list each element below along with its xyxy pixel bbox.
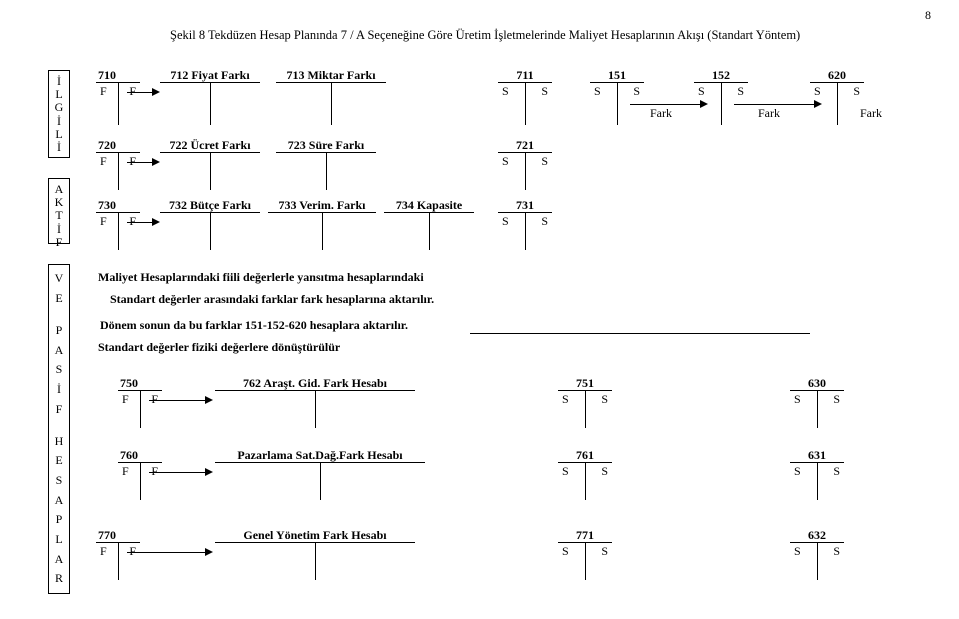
arrowhead-151-152: [700, 100, 708, 108]
acct-750: 750 FF: [118, 378, 162, 428]
note-4: Standart değerler fiziki değerlere dönüş…: [98, 340, 340, 355]
acct-631: 631 SS: [790, 450, 844, 500]
acct-712: 712 Fiyat Farkı: [160, 70, 260, 125]
acct-paz: Pazarlama Sat.Dağ.Fark Hesabı: [215, 450, 425, 500]
acct-732: 732 Bütçe Farkı: [160, 200, 260, 250]
fark-label-2: Fark: [758, 106, 780, 121]
acct-620: 620 SS: [810, 70, 864, 125]
side-label-ilgili: İLGİLİ: [48, 70, 70, 158]
flow-760-paz: [149, 472, 207, 473]
side-label-ve-pasif-hesaplar: VE PASİF HESAPLAR: [48, 264, 70, 594]
acct-730: 730 FF: [96, 200, 140, 250]
acct-711: 711 SS: [498, 70, 552, 125]
acct-151: 151 SS: [590, 70, 644, 125]
arrowhead-730-732: [152, 218, 160, 226]
acct-733: 733 Verim. Farkı: [268, 200, 376, 250]
acct-630: 630 SS: [790, 378, 844, 428]
arrowhead-770-gen: [205, 548, 213, 556]
acct-gen: Genel Yönetim Fark Hesabı: [215, 530, 415, 580]
fark-label-1: Fark: [650, 106, 672, 121]
acct-722: 722 Ücret Farkı: [160, 140, 260, 190]
figure-title: Şekil 8 Tekdüzen Hesap Planında 7 / A Se…: [170, 28, 800, 43]
page-number: 8: [925, 8, 931, 23]
acct-723: 723 Süre Farkı: [276, 140, 376, 190]
arrowhead-750-762: [205, 396, 213, 404]
flow-151-152: [630, 104, 702, 105]
flow-710-712: [127, 92, 155, 93]
note-2: Standart değerler arasındaki farklar far…: [110, 292, 434, 307]
arrowhead-760-paz: [205, 468, 213, 476]
flow-750-762: [149, 400, 207, 401]
acct-152: 152 SS: [694, 70, 748, 125]
acct-771: 771 SS: [558, 530, 612, 580]
acct-734: 734 Kapasite: [384, 200, 474, 250]
fark-label-3: Fark: [860, 106, 882, 121]
flow-720-722: [127, 162, 155, 163]
acct-731: 731 SS: [498, 200, 552, 250]
acct-770: 770 FF: [96, 530, 140, 580]
note-1: Maliyet Hesaplarındaki fiili değerlerle …: [98, 270, 424, 285]
arrowhead-152-620: [814, 100, 822, 108]
side-label-aktif: AKTİF: [48, 178, 70, 244]
acct-721: 721 SS: [498, 140, 552, 190]
acct-710: 710 FF: [96, 70, 140, 125]
note-underline: [470, 333, 810, 334]
arrowhead-710-712: [152, 88, 160, 96]
acct-761: 761 SS: [558, 450, 612, 500]
arrowhead-720-722: [152, 158, 160, 166]
flow-152-620: [734, 104, 816, 105]
note-3: Dönem sonun da bu farklar 151-152-620 he…: [100, 318, 408, 333]
acct-713: 713 Miktar Farkı: [276, 70, 386, 125]
acct-762: 762 Araşt. Gid. Fark Hesabı: [215, 378, 415, 428]
acct-751: 751 SS: [558, 378, 612, 428]
acct-632: 632 SS: [790, 530, 844, 580]
acct-720: 720 FF: [96, 140, 140, 190]
flow-730-732: [127, 222, 155, 223]
flow-770-gen: [127, 552, 207, 553]
acct-760: 760 FF: [118, 450, 162, 500]
